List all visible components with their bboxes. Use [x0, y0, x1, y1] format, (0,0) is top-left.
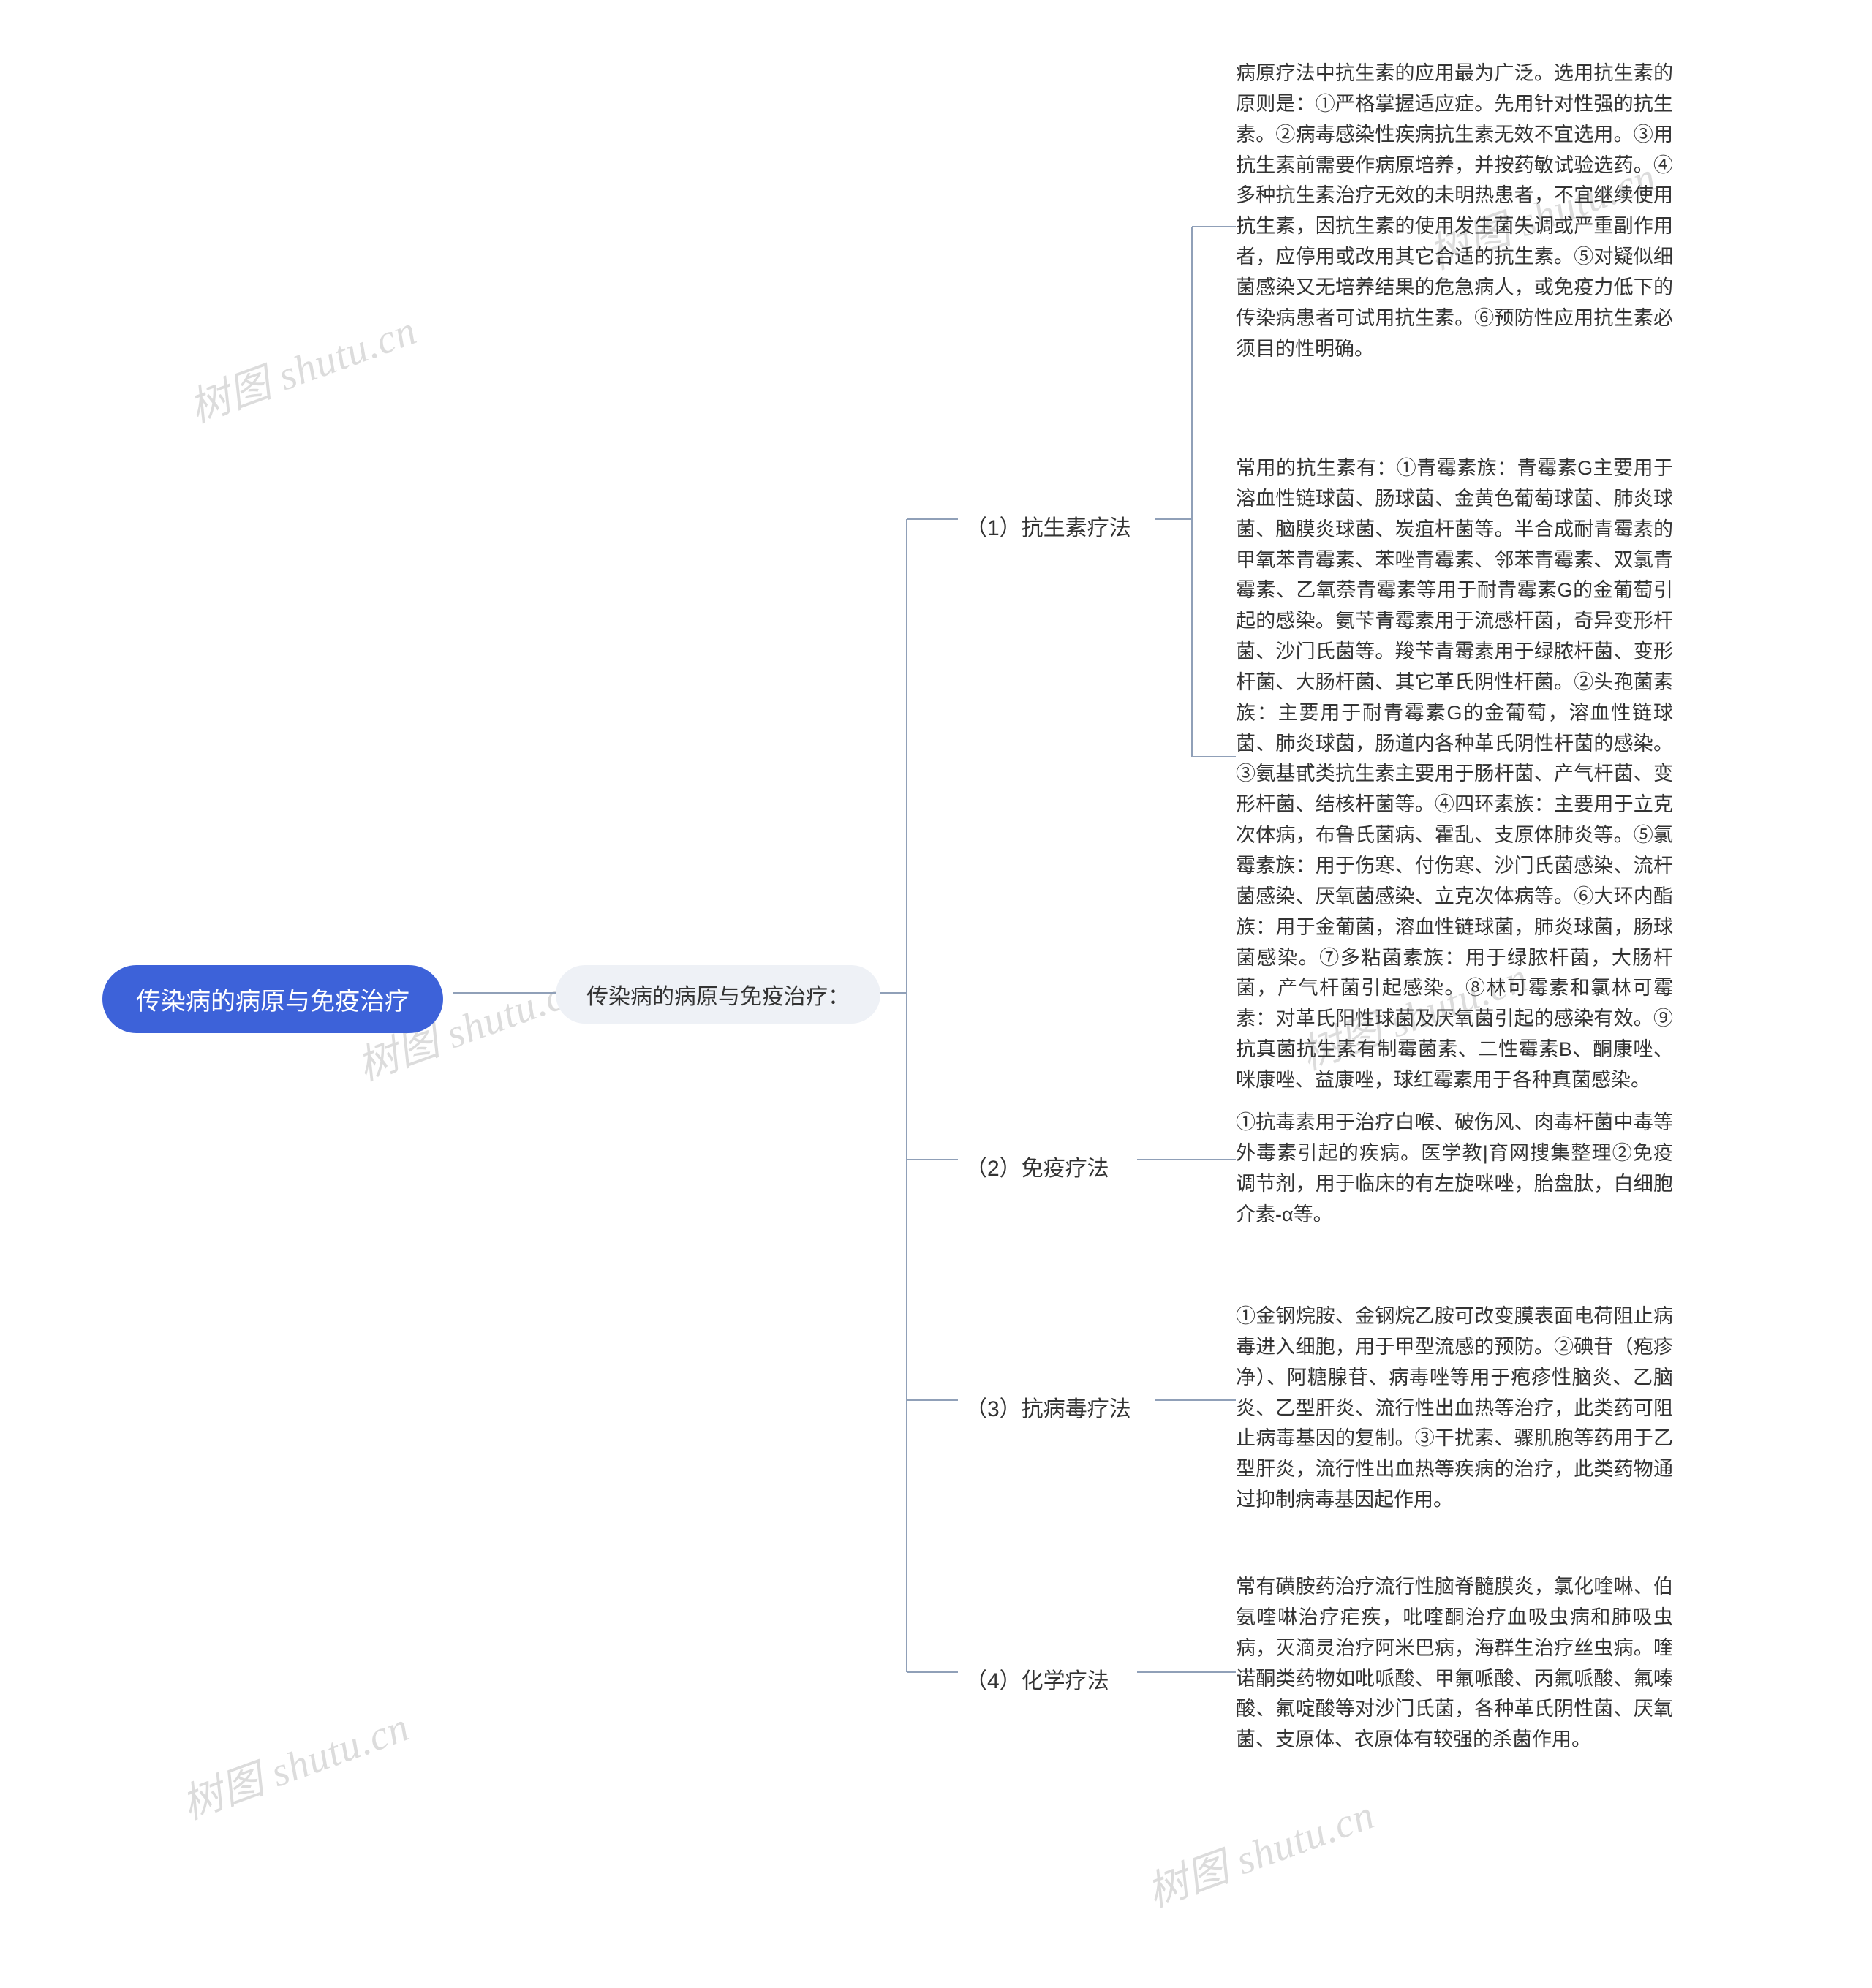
- leaf-antiviral: ①金钢烷胺、金钢烷乙胺可改变膜表面电荷阻止病毒进入细胞，用于甲型流感的预防。②碘…: [1236, 1301, 1673, 1516]
- node-label: （2）免疫疗法: [965, 1150, 1109, 1182]
- node-chemo[interactable]: （4）化学疗法: [958, 1658, 1117, 1699]
- leaf-antibiotic-list: 常用的抗生素有：①青霉素族：青霉素G主要用于溶血性链球菌、肠球菌、金黄色葡萄球菌…: [1236, 453, 1673, 1096]
- level1-node[interactable]: 传染病的病原与免疫治疗：: [556, 965, 880, 1024]
- leaf-text: ①抗毒素用于治疗白喉、破伤风、肉毒杆菌中毒等外毒素引起的疾病。医学教|育网搜集整…: [1236, 1108, 1673, 1230]
- node-label: （1）抗生素疗法: [965, 510, 1131, 542]
- root-label: 传染病的病原与免疫治疗: [136, 981, 410, 1017]
- leaf-chemo: 常有磺胺药治疗流行性脑脊髓膜炎，氯化喹啉、伯氨喹啉治疗疟疾，吡喹酮治疗血吸虫病和…: [1236, 1572, 1673, 1755]
- node-label: （4）化学疗法: [965, 1663, 1109, 1695]
- watermark: 树图 shutu.cn: [180, 298, 423, 434]
- watermark: 树图 shutu.cn: [1138, 1782, 1381, 1919]
- root-node[interactable]: 传染病的病原与免疫治疗: [102, 965, 443, 1033]
- node-immune[interactable]: （2）免疫疗法: [958, 1146, 1117, 1187]
- mindmap-canvas: 树图 shutu.cn 树图 shutu.cn 树图 shutu.cn 树图 s…: [0, 0, 1872, 1988]
- node-label: （3）抗病毒疗法: [965, 1391, 1131, 1423]
- node-antiviral[interactable]: （3）抗病毒疗法: [958, 1386, 1139, 1427]
- watermark: 树图 shutu.cn: [173, 1694, 416, 1831]
- leaf-immune: ①抗毒素用于治疗白喉、破伤风、肉毒杆菌中毒等外毒素引起的疾病。医学教|育网搜集整…: [1236, 1108, 1673, 1230]
- leaf-text: 常用的抗生素有：①青霉素族：青霉素G主要用于溶血性链球菌、肠球菌、金黄色葡萄球菌…: [1236, 453, 1673, 1096]
- level1-label: 传染病的病原与免疫治疗：: [586, 978, 850, 1010]
- leaf-antibiotic-principles: 病原疗法中抗生素的应用最为广泛。选用抗生素的原则是：①严格掌握适应症。先用针对性…: [1236, 58, 1673, 364]
- leaf-text: 常有磺胺药治疗流行性脑脊髓膜炎，氯化喹啉、伯氨喹啉治疗疟疾，吡喹酮治疗血吸虫病和…: [1236, 1572, 1673, 1755]
- leaf-text: 病原疗法中抗生素的应用最为广泛。选用抗生素的原则是：①严格掌握适应症。先用针对性…: [1236, 58, 1673, 364]
- leaf-text: ①金钢烷胺、金钢烷乙胺可改变膜表面电荷阻止病毒进入细胞，用于甲型流感的预防。②碘…: [1236, 1301, 1673, 1516]
- node-antibiotic[interactable]: （1）抗生素疗法: [958, 505, 1139, 546]
